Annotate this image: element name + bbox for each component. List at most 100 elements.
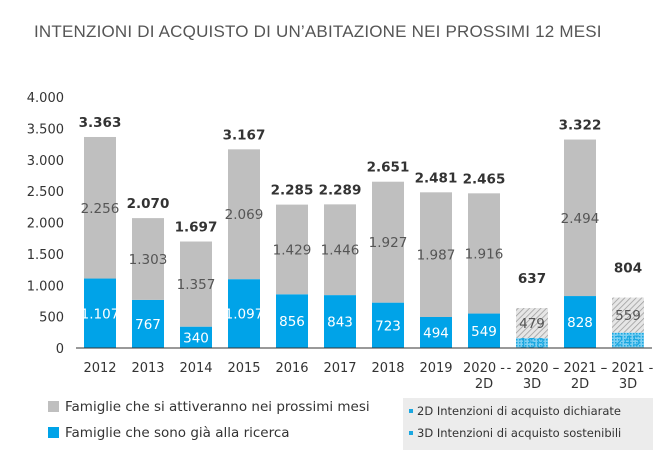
total-label: 3.363 <box>79 115 122 131</box>
data-label-blue: 767 <box>135 317 161 333</box>
bar-segment-gray <box>372 181 404 303</box>
data-label-gray: 1.927 <box>369 235 408 251</box>
x-tick-label: - 2021 - <box>555 361 606 376</box>
y-tick-label: 2.500 <box>27 185 64 200</box>
y-tick-label: 3.500 <box>27 122 64 137</box>
bar-segment-gray <box>516 308 548 339</box>
legend-item-gray: Famiglie che si attiveranno nei prossimi… <box>48 399 370 415</box>
bullet-icon <box>409 431 413 435</box>
bar-segment-blue <box>516 338 548 348</box>
notes-box: 2D Intenzioni di acquisto dichiarate 3D … <box>403 398 653 450</box>
bar-segment-blue <box>564 296 596 348</box>
x-tick-label: 3D <box>619 377 637 392</box>
data-label-blue: 494 <box>423 326 449 342</box>
x-tick-label: 2013 <box>131 361 164 376</box>
legend-label: Famiglie che sono già alla ricerca <box>65 425 290 441</box>
bar-segment-blue <box>84 278 116 348</box>
x-tick-label: 2014 <box>179 361 212 376</box>
data-label-gray: 1.916 <box>465 246 504 262</box>
y-tick-label: 3.000 <box>27 154 64 169</box>
bar-segment-gray <box>180 241 212 327</box>
x-tick-label: 2D <box>571 377 589 392</box>
data-label-blue: 856 <box>279 314 305 330</box>
y-tick-label: 1.000 <box>27 279 64 294</box>
note-3d: 3D Intenzioni di acquisto sostenibili <box>409 426 653 442</box>
bar-segment-blue <box>612 332 644 348</box>
total-label: 2.481 <box>415 170 458 186</box>
y-tick-label: 500 <box>39 311 64 326</box>
bar-segment-blue <box>276 294 308 348</box>
total-label: 637 <box>518 271 546 287</box>
x-tick-label: 2015 <box>227 361 260 376</box>
total-label: 2.285 <box>271 183 314 199</box>
legend-item-blue: Famiglie che sono già alla ricerca <box>48 425 290 441</box>
bar-segment-gray <box>468 193 500 314</box>
x-tick-label: 2012 <box>83 361 116 376</box>
bar-segment-gray <box>228 149 260 280</box>
total-label: 2.289 <box>319 182 362 198</box>
data-label-gray: 2.256 <box>81 201 120 217</box>
data-label-blue: 340 <box>183 330 209 346</box>
data-label-gray: 2.069 <box>225 207 264 223</box>
data-label-blue: 843 <box>327 315 353 331</box>
x-tick-label: 2019 <box>419 361 452 376</box>
bar-segment-blue <box>372 302 404 348</box>
bar-segment-gray <box>84 136 116 279</box>
data-label-blue: 723 <box>375 318 401 334</box>
bar-segment-blue <box>324 295 356 348</box>
legend-label: Famiglie che si attiveranno nei prossimi… <box>65 399 370 415</box>
x-tick-label: 2018 <box>371 361 404 376</box>
note-text: 2D Intenzioni di acquisto dichiarate <box>417 404 621 418</box>
total-label: 2.070 <box>127 196 170 212</box>
total-label: 2.465 <box>463 171 506 187</box>
data-label-gray: 1.987 <box>417 248 456 264</box>
y-tick-label: 4.000 <box>27 91 64 106</box>
x-tick-label: 3D <box>523 377 541 392</box>
note-text: 3D Intenzioni di acquisto sostenibili <box>417 426 622 440</box>
data-label-gray: 559 <box>615 308 641 324</box>
bar-segment-blue <box>468 313 500 348</box>
data-label-blue: 158 <box>519 336 545 352</box>
bar-segment-gray <box>132 218 164 300</box>
bar-segment-gray <box>420 192 452 318</box>
total-label: 1.697 <box>175 220 218 236</box>
chart-title: INTENZIONI DI ACQUISTO DI UN’ABITAZIONE … <box>34 22 602 41</box>
bar-segment-blue <box>420 317 452 348</box>
data-label-gray: 1.429 <box>273 242 312 258</box>
data-label-gray: 1.357 <box>177 277 216 293</box>
total-label: 804 <box>614 261 642 277</box>
total-label: 3.322 <box>559 118 602 134</box>
y-tick-label: 0 <box>56 342 64 357</box>
x-tick-label: 2D <box>475 377 493 392</box>
bar-segment-gray <box>324 204 356 296</box>
legend-swatch-gray <box>48 401 59 412</box>
bar-segment-blue <box>228 279 260 348</box>
data-label-blue: 245 <box>615 333 641 349</box>
x-tick-label: 2016 <box>275 361 308 376</box>
bullet-icon <box>409 409 413 413</box>
y-tick-label: 1.500 <box>27 248 64 263</box>
data-label-gray: 1.303 <box>129 252 168 268</box>
y-tick-label: 2.000 <box>27 217 64 232</box>
x-tick-label: - 2021 - <box>603 361 654 376</box>
data-label-blue: 828 <box>567 315 593 331</box>
data-label-blue: 1.097 <box>225 307 264 323</box>
data-label-gray: 479 <box>519 316 545 332</box>
total-label: 3.167 <box>223 127 266 143</box>
legend-swatch-blue <box>48 427 59 438</box>
bar-segment-gray <box>612 297 644 333</box>
bar-segment-blue <box>180 326 212 348</box>
x-tick-label: 2020 - <box>463 361 505 376</box>
note-2d: 2D Intenzioni di acquisto dichiarate <box>409 404 653 420</box>
data-label-gray: 2.494 <box>561 211 600 227</box>
bar-segment-gray <box>564 139 596 297</box>
data-label-gray: 1.446 <box>321 243 360 259</box>
bar-segment-blue <box>132 299 164 348</box>
bar-segment-gray <box>276 204 308 295</box>
x-tick-label: 2017 <box>323 361 356 376</box>
data-label-blue: 1.107 <box>81 306 120 322</box>
total-label: 2.651 <box>367 160 410 176</box>
data-label-blue: 549 <box>471 324 497 340</box>
